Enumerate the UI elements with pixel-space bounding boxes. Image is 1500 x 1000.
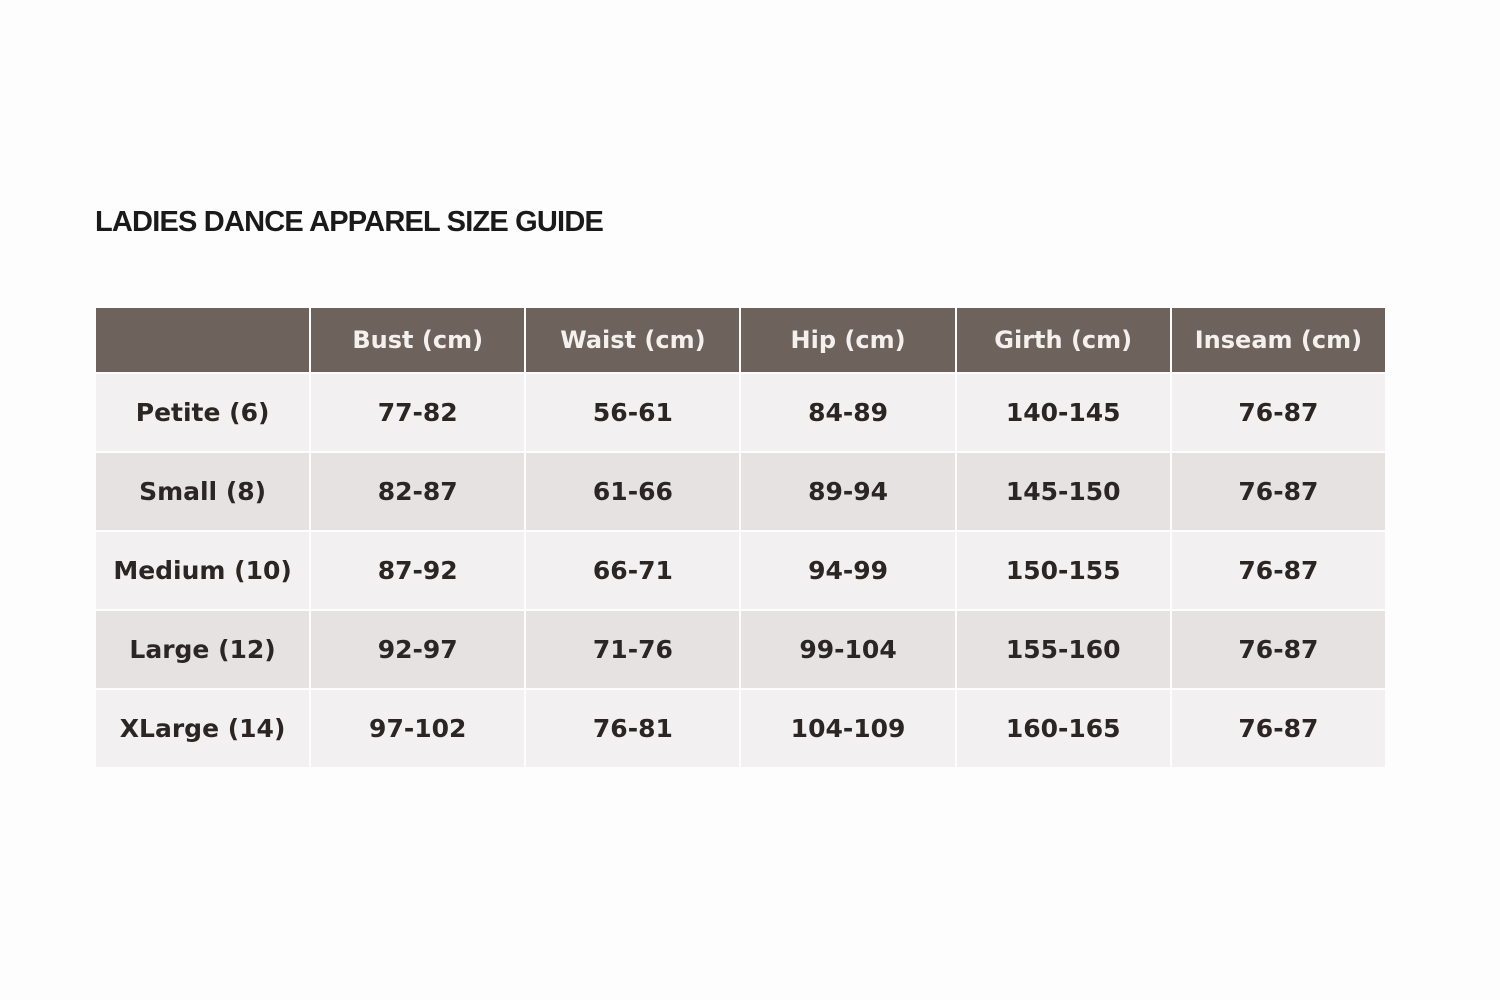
column-header: Girth (cm)	[954, 306, 1172, 374]
table-row: XLarge (14) 97-102 76-81 104-109 160-165 76-8…	[93, 688, 1388, 769]
table-row: Small (8) 82-87 61-66 89-94 145-150 76-87	[93, 451, 1388, 532]
size-table: Bust (cm) Waist (cm) Hip (cm) Girth (cm) Ins…	[93, 306, 1388, 769]
column-header: Hip (cm)	[739, 306, 957, 374]
table-cell: 76-87	[1169, 609, 1388, 690]
table-cell: 76-87	[1169, 530, 1388, 611]
table-row: Medium (10) 87-92 66-71 94-99 150-155 76-87	[93, 530, 1388, 611]
row-label: XLarge (14)	[93, 688, 312, 769]
table-cell: 89-94	[739, 451, 957, 532]
table-body: Petite (6) 77-82 56-61 84-89 140-145 76-87 Sma…	[93, 372, 1388, 769]
header-row: Bust (cm) Waist (cm) Hip (cm) Girth (cm) Ins…	[93, 306, 1388, 374]
row-label: Large (12)	[93, 609, 312, 690]
row-label: Small (8)	[93, 451, 312, 532]
table-cell: 84-89	[739, 372, 957, 453]
table-header: Bust (cm) Waist (cm) Hip (cm) Girth (cm) Ins…	[93, 306, 1388, 374]
table-cell: 61-66	[524, 451, 742, 532]
table-cell: 76-87	[1169, 688, 1388, 769]
table-cell: 77-82	[309, 372, 527, 453]
title: LADIES DANCE APPAREL SIZE GUIDE	[95, 206, 604, 238]
table-cell: 82-87	[309, 451, 527, 532]
table-cell: 99-104	[739, 609, 957, 690]
table-cell: 66-71	[524, 530, 742, 611]
table-cell: 76-87	[1169, 451, 1388, 532]
table-cell: 76-87	[1169, 372, 1388, 453]
table-cell: 76-81	[524, 688, 742, 769]
column-header: Waist (cm)	[524, 306, 742, 374]
table-cell: 145-150	[954, 451, 1172, 532]
row-label: Petite (6)	[93, 372, 312, 453]
table-cell: 104-109	[739, 688, 957, 769]
table-cell: 97-102	[309, 688, 527, 769]
table-row: Large (12) 92-97 71-76 99-104 155-160 76-87	[93, 609, 1388, 690]
table-cell: 140-145	[954, 372, 1172, 453]
table-cell: 87-92	[309, 530, 527, 611]
table-cell: 92-97	[309, 609, 527, 690]
table-row: Petite (6) 77-82 56-61 84-89 140-145 76-87	[93, 372, 1388, 453]
column-header: Inseam (cm)	[1169, 306, 1388, 374]
header-corner	[93, 306, 312, 374]
column-header: Bust (cm)	[309, 306, 527, 374]
row-label: Medium (10)	[93, 530, 312, 611]
table-cell: 56-61	[524, 372, 742, 453]
table-cell: 94-99	[739, 530, 957, 611]
table-cell: 71-76	[524, 609, 742, 690]
table-cell: 160-165	[954, 688, 1172, 769]
table-cell: 150-155	[954, 530, 1172, 611]
table-cell: 155-160	[954, 609, 1172, 690]
